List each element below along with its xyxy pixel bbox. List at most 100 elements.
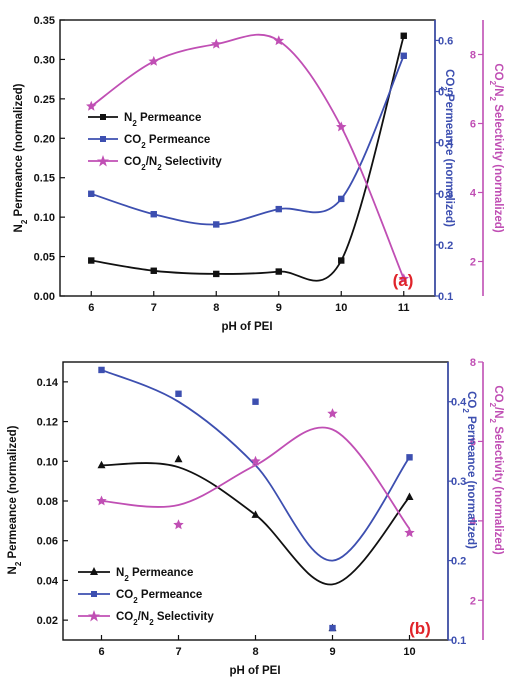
chart-b-right-ylabel-selectivity: CO2/N2 Selectivity (normalized) xyxy=(489,385,505,554)
chart-b-co2-ytick-label: 0.1 xyxy=(451,635,466,647)
chart-b-ticks: 6 7 8 9 10 0.02 0.04 0.06 0.08 0.10 0.12 0.14 0.1 0.2… xyxy=(37,357,483,658)
chart-a-xtick-label: 9 xyxy=(276,302,282,314)
chart-b-xtick-label: 7 xyxy=(175,646,181,658)
chart-b-left-ytick-label: 0.02 xyxy=(37,615,58,627)
chart-b-point-co2-n2-selectivity xyxy=(327,408,338,419)
chart-a-point-co2-n2-selectivity xyxy=(398,273,409,284)
chart-b-xtick-label: 9 xyxy=(329,646,335,658)
chart-a: 6 7 8 9 10 11 0.00 0.05 0.10 0.15 0.20 0.25 0.30 0.35… xyxy=(13,15,504,333)
chart-a-xtick-label: 8 xyxy=(213,302,219,314)
svg-text:CO2/N2 Selectivity: CO2/N2 Selectivity xyxy=(116,611,214,627)
chart-a-point-n2-permeance xyxy=(400,32,407,39)
chart-a-left-ytick-label: 0.05 xyxy=(34,252,55,264)
chart-b-marks xyxy=(96,366,415,632)
chart-a-xtick-label: 7 xyxy=(151,302,157,314)
chart-a-point-co2-permeance xyxy=(150,211,157,218)
chart-a-plot-frame xyxy=(59,19,436,297)
chart-b-sel-ytick-label: 4 xyxy=(470,516,477,528)
chart-b-point-co2-permeance xyxy=(175,390,182,397)
chart-b-left-ytick-label: 0.04 xyxy=(37,575,59,587)
chart-b-point-n2-permeance xyxy=(405,492,414,501)
chart-b-point-n2-permeance xyxy=(251,510,260,518)
chart-a-left-ytick-label: 0.10 xyxy=(34,212,55,224)
chart-b-left-ytick-label: 0.06 xyxy=(37,536,58,548)
chart-a-point-n2-permeance xyxy=(213,270,220,278)
chart-b-co2-ytick-label: 0.3 xyxy=(451,476,466,488)
chart-b-legend-co2: CO2 Permeance xyxy=(78,589,202,605)
chart-a-point-co2-permeance xyxy=(275,205,282,213)
chart-a-co2-ytick-label: 0.1 xyxy=(438,291,453,303)
chart-a-panel-label: (a) xyxy=(393,271,414,290)
chart-b-left-ytick-label: 0.08 xyxy=(37,496,58,508)
chart-a-sel-ytick-label: 4 xyxy=(470,188,477,200)
chart-a-xtick-label: 11 xyxy=(398,302,410,314)
chart-a-left-ytick-label: 0.20 xyxy=(34,133,55,145)
chart-a-point-co2-n2-selectivity xyxy=(86,100,97,111)
chart-a-xtick-label: 6 xyxy=(88,302,94,314)
svg-text:CO2 Permeance: CO2 Permeance xyxy=(124,134,210,150)
chart-a-ticks: 6 7 8 9 10 11 0.00 0.05 0.10 0.15 0.20 0.25 0.30 0.35… xyxy=(34,15,483,314)
chart-b-legend: N2 Permeance CO2 Permeance CO2/N2 Select… xyxy=(78,567,214,627)
chart-b-sel-ytick-label: 6 xyxy=(470,436,476,448)
chart-a-xlabel: pH of PEI xyxy=(221,321,272,333)
chart-a-point-co2-permeance xyxy=(338,195,345,203)
chart-a-point-co2-n2-selectivity xyxy=(148,55,159,66)
chart-a-left-ytick-label: 0.15 xyxy=(34,173,55,185)
chart-b-xtick-label: 10 xyxy=(403,646,415,658)
svg-text:CO2/N2 Selectivity: CO2/N2 Selectivity xyxy=(124,156,222,172)
chart-b-point-co2-permeance xyxy=(406,454,413,461)
chart-a-point-co2-permeance xyxy=(88,190,95,197)
chart-a-right-ylabel-co2: CO2 Permeance (normalized) xyxy=(440,69,456,227)
chart-a-point-n2-permeance xyxy=(150,267,157,274)
chart-a-point-n2-permeance xyxy=(338,257,345,264)
chart-a-point-co2-n2-selectivity xyxy=(273,35,284,46)
chart-a-point-n2-permeance xyxy=(275,268,282,275)
chart-a-left-ytick-label: 0.35 xyxy=(34,15,55,27)
chart-b-line-co2-permeance xyxy=(101,369,411,562)
chart-b-left-ytick-label: 0.12 xyxy=(37,417,58,429)
chart-b-sel-ytick-label: 8 xyxy=(470,357,476,369)
chart-b-line-n2-permeance xyxy=(101,462,411,586)
chart-a-point-n2-permeance xyxy=(88,257,95,264)
chart-a-right-ylabel-selectivity: CO2/N2 Selectivity (normalized) xyxy=(489,63,505,232)
chart-a-left-ylabel: N2 Permeance (normalized) xyxy=(13,83,29,232)
chart-b-left-ytick-label: 0.10 xyxy=(37,456,58,468)
chart-a-sel-ytick-label: 8 xyxy=(470,50,476,62)
chart-b-co2-ytick-label: 0.2 xyxy=(451,556,466,568)
chart-b-legend-n2: N2 Permeance xyxy=(78,567,193,583)
svg-text:N2 Permeance: N2 Permeance xyxy=(116,567,193,583)
chart-a-legend: N2 Permeance CO2 Permeance CO2/N2 Select… xyxy=(88,112,222,172)
chart-b-xtick-label: 8 xyxy=(252,646,258,658)
svg-text:N2 Permeance: N2 Permeance xyxy=(124,112,201,128)
svg-text:CO2 Permeance: CO2 Permeance xyxy=(116,589,202,605)
chart-b-sel-ytick-label: 2 xyxy=(470,595,476,607)
chart-a-xtick-label: 10 xyxy=(335,302,347,314)
chart-b-left-ytick-label: 0.14 xyxy=(37,377,59,389)
chart-b-legend-selectivity: CO2/N2 Selectivity xyxy=(78,610,214,627)
chart-a-co2-ytick-label: 0.6 xyxy=(438,35,453,47)
chart-b-panel-label: (b) xyxy=(409,619,431,638)
chart-b-left-ylabel: N2 Permeance (normalized) xyxy=(7,425,23,574)
chart-a-left-ytick-label: 0.25 xyxy=(34,94,55,106)
chart-b-point-n2-permeance xyxy=(97,460,106,469)
chart-b-xlabel: pH of PEI xyxy=(229,665,280,677)
chart-b-point-co2-permeance xyxy=(252,398,259,405)
chart-a-sel-ytick-label: 2 xyxy=(470,257,476,269)
chart-a-point-co2-permeance xyxy=(213,221,220,228)
chart-b: 6 7 8 9 10 0.02 0.04 0.06 0.08 0.10 0.12 0.14 0.1 0.2… xyxy=(7,357,504,677)
chart-a-legend-co2: CO2 Permeance xyxy=(88,134,210,150)
chart-b-line-co2-n2-selectivity xyxy=(101,426,411,530)
chart-b-point-co2-n2-selectivity xyxy=(173,519,184,530)
chart-b-point-co2-n2-selectivity xyxy=(96,495,107,506)
chart-a-co2-ytick-label: 0.4 xyxy=(438,138,454,150)
chart-a-co2-ytick-label: 0.5 xyxy=(438,87,453,99)
chart-a-left-ytick-label: 0.00 xyxy=(34,291,55,303)
chart-b-point-co2-n2-selectivity xyxy=(250,455,261,466)
chart-b-point-co2-permeance xyxy=(329,624,336,632)
chart-a-legend-n2: N2 Permeance xyxy=(88,112,201,128)
chart-b-point-co2-permeance xyxy=(98,366,105,374)
chart-b-xtick-label: 6 xyxy=(98,646,104,658)
chart-a-co2-ytick-label: 0.2 xyxy=(438,240,453,252)
chart-a-point-co2-n2-selectivity xyxy=(336,121,347,132)
